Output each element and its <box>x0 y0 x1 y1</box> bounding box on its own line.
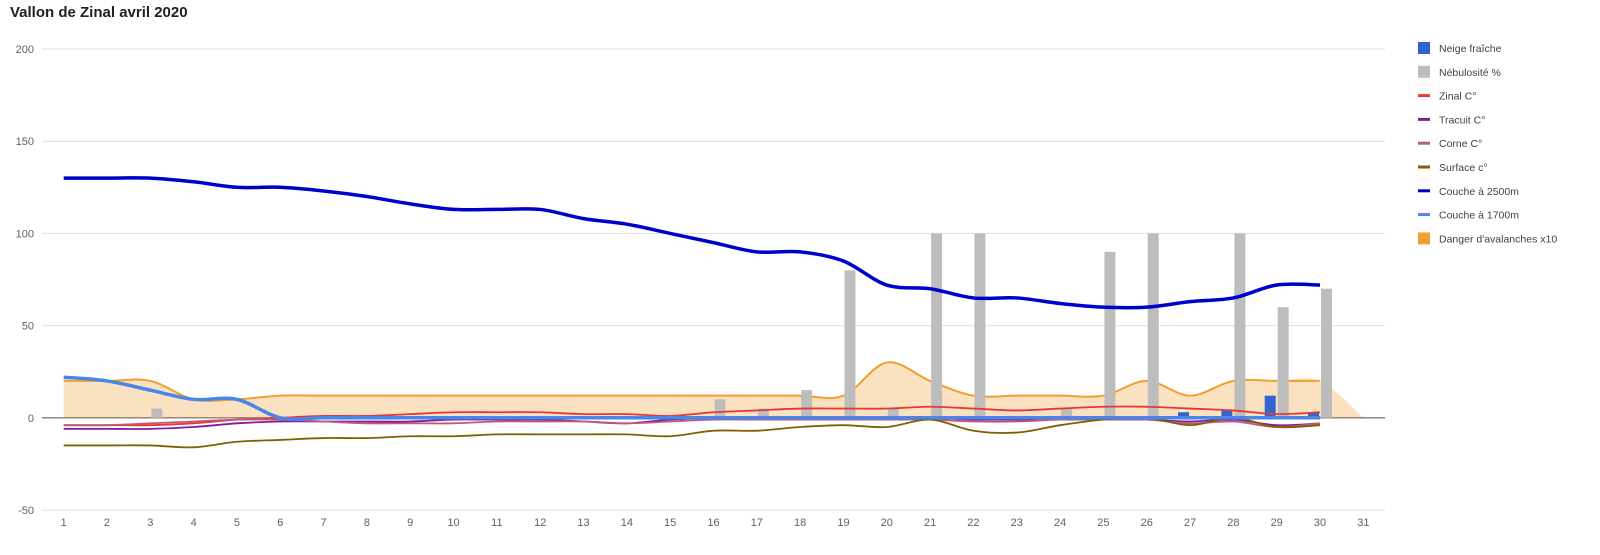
x-tick-label: 21 <box>924 517 936 529</box>
nebulosite-bar <box>1321 288 1333 418</box>
legend-label-nebulosite: Nébulosité % <box>1439 67 1501 79</box>
nebulosite-bar <box>1147 233 1159 418</box>
bar-series <box>151 233 1333 418</box>
x-tick-label: 3 <box>147 517 153 529</box>
legend-swatch-nebulosite <box>1418 65 1430 78</box>
legend-swatch-corne-c <box>1418 141 1430 145</box>
x-tick-label: 28 <box>1227 517 1239 529</box>
nebulosite-bar <box>844 270 856 418</box>
danger-d-avalanches-x10-area-fill <box>63 362 1364 418</box>
nebulosite-bar <box>757 408 769 418</box>
x-tick-label: 17 <box>751 517 763 529</box>
legend-label-couche-a-1700m: Couche à 1700m <box>1439 210 1519 222</box>
x-tick-label: 24 <box>1054 517 1066 529</box>
nebulosite-bar <box>1104 251 1116 418</box>
nebulosite-bar <box>931 233 943 418</box>
x-tick-label: 20 <box>881 517 893 529</box>
couche-a-2500m-line <box>63 176 1321 310</box>
y-tick-label: 150 <box>16 136 34 148</box>
legend-swatch-danger-d-avalanches-x10 <box>1418 232 1430 245</box>
nebulosite-bar <box>1277 307 1289 418</box>
x-tick-label: 30 <box>1314 517 1326 529</box>
legend-swatch-neige-fraiche <box>1418 42 1430 54</box>
x-tick-label: 8 <box>364 517 370 529</box>
legend-swatch-surface-c <box>1418 165 1430 169</box>
legend: Neige fraîche Nébulosité % Zinal C° Tracuit… <box>1418 42 1557 245</box>
x-tick-label: 26 <box>1141 517 1153 529</box>
x-tick-label: 10 <box>447 517 459 529</box>
y-tick-label: 200 <box>16 44 34 56</box>
y-tick-label: 50 <box>22 321 34 333</box>
legend-label-couche-a-2500m: Couche à 2500m <box>1439 186 1519 198</box>
x-tick-label: 12 <box>534 517 546 529</box>
neige-fraiche-bar <box>1308 412 1320 418</box>
nebulosite-bar <box>151 408 163 418</box>
legend-swatch-tracuit-c <box>1418 117 1430 121</box>
nebulosite-bar <box>714 399 726 418</box>
neige-fraiche-bar <box>1221 410 1233 418</box>
nebulosite-bar <box>1234 233 1246 418</box>
neige-fraiche-bar <box>1264 395 1276 418</box>
nebulosite-bar <box>801 390 813 418</box>
legend-swatch-couche-a-2500m <box>1418 189 1430 193</box>
line-series <box>63 176 1321 449</box>
x-tick-label: 29 <box>1271 517 1283 529</box>
legend-label-danger-d-avalanches-x10: Danger d'avalanches x10 <box>1439 233 1557 245</box>
legend-swatch-zinal-c <box>1418 94 1430 98</box>
x-tick-label: 11 <box>491 517 502 529</box>
x-tick-label: 23 <box>1011 517 1023 529</box>
x-tick-label: 9 <box>407 517 413 529</box>
y-tick-label: -50 <box>18 505 34 517</box>
legend-swatch-couche-a-1700m <box>1418 213 1430 217</box>
x-tick-label: 5 <box>234 517 240 529</box>
legend-label-tracuit-c: Tracuit C° <box>1439 114 1485 126</box>
x-tick-label: 13 <box>577 517 589 529</box>
x-tick-label: 15 <box>664 517 676 529</box>
x-tick-label: 14 <box>621 517 633 529</box>
nebulosite-bar <box>974 233 986 418</box>
legend-label-zinal-c: Zinal C° <box>1439 91 1476 103</box>
legend-label-neige-fraiche: Neige fraîche <box>1439 43 1502 55</box>
y-tick-label: 0 <box>28 413 34 425</box>
x-tick-label: 18 <box>794 517 806 529</box>
x-tick-label: 25 <box>1097 517 1109 529</box>
legend-label-surface-c: Surface c° <box>1439 162 1488 174</box>
couche-a-1700m-line <box>63 375 1321 421</box>
y-tick-label: 100 <box>16 228 34 240</box>
nebulosite-bar <box>1061 408 1073 418</box>
x-tick-label: 7 <box>321 517 327 529</box>
x-tick-label: 1 <box>61 517 67 529</box>
legend-label-corne-c: Corne C° <box>1439 138 1482 150</box>
chart-title: Vallon de Zinal avril 2020 <box>10 4 188 21</box>
x-tick-label: 19 <box>837 517 849 529</box>
x-tick-label: 6 <box>277 517 283 529</box>
x-tick-label: 22 <box>967 517 979 529</box>
x-tick-label: 27 <box>1184 517 1196 529</box>
x-tick-label: 31 <box>1357 517 1369 529</box>
nebulosite-bar <box>887 408 899 418</box>
x-tick-label: 4 <box>191 517 197 529</box>
neige-fraiche-bar <box>1178 412 1190 418</box>
x-tick-label: 2 <box>104 517 110 529</box>
x-tick-label: 16 <box>707 517 719 529</box>
